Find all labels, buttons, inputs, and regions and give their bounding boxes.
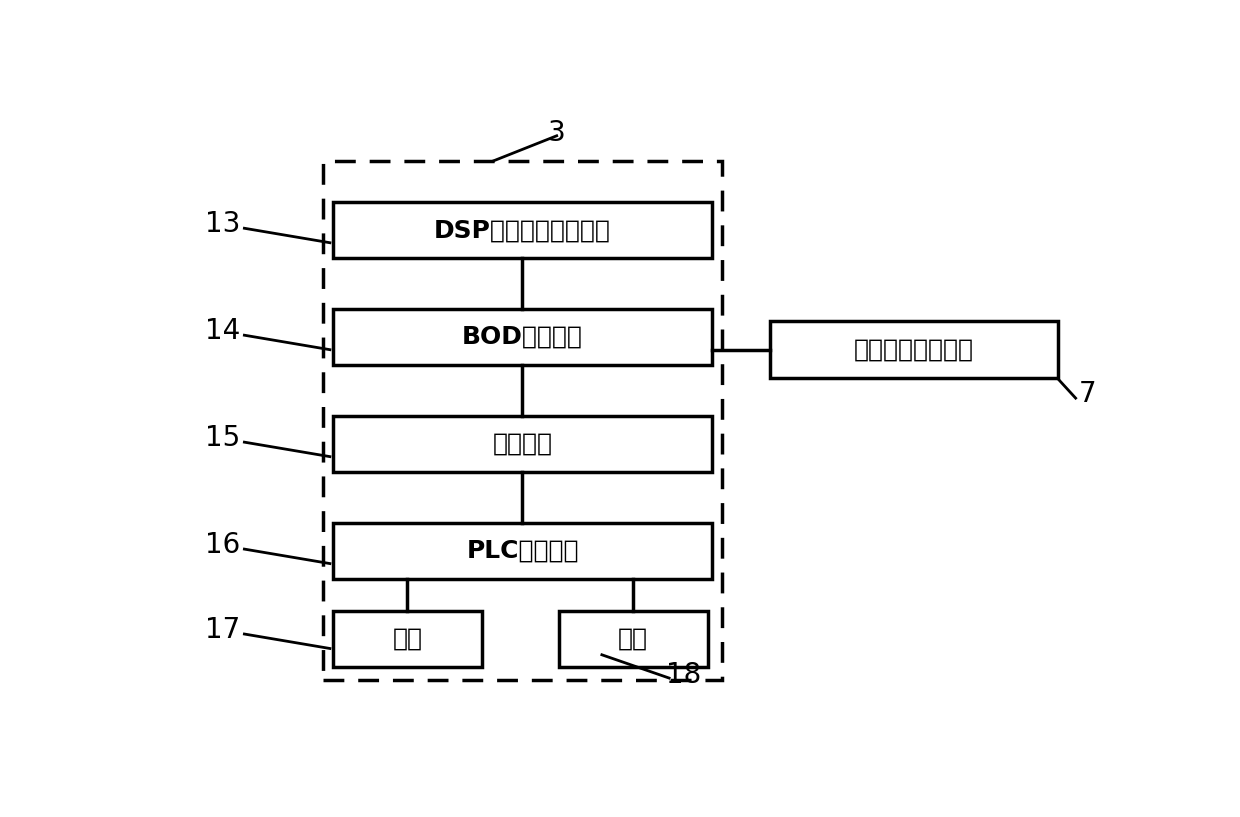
- Text: 13: 13: [205, 210, 241, 238]
- Text: 18: 18: [666, 661, 701, 689]
- Bar: [332, 416, 713, 472]
- Text: 17: 17: [205, 616, 239, 644]
- Text: 14: 14: [205, 317, 239, 345]
- Text: 保护: 保护: [392, 627, 423, 651]
- Text: 主电抗器: 主电抗器: [492, 432, 553, 456]
- Text: PLC程序控制: PLC程序控制: [466, 539, 579, 563]
- Text: BOD保护系统: BOD保护系统: [463, 325, 583, 349]
- Bar: [332, 611, 481, 667]
- Text: 7: 7: [1079, 380, 1096, 408]
- Text: 3: 3: [548, 118, 565, 146]
- Text: DSP的全数字控制系统: DSP的全数字控制系统: [434, 218, 611, 242]
- Bar: [770, 321, 1058, 378]
- Text: 15: 15: [205, 424, 239, 452]
- Bar: [332, 309, 713, 365]
- Bar: [332, 523, 713, 579]
- Bar: [324, 161, 722, 680]
- Text: 16: 16: [205, 531, 239, 559]
- Bar: [558, 611, 708, 667]
- Text: 晶闸管控制电抗器: 晶闸管控制电抗器: [854, 337, 975, 362]
- Bar: [332, 202, 713, 258]
- Text: 报警: 报警: [618, 627, 649, 651]
